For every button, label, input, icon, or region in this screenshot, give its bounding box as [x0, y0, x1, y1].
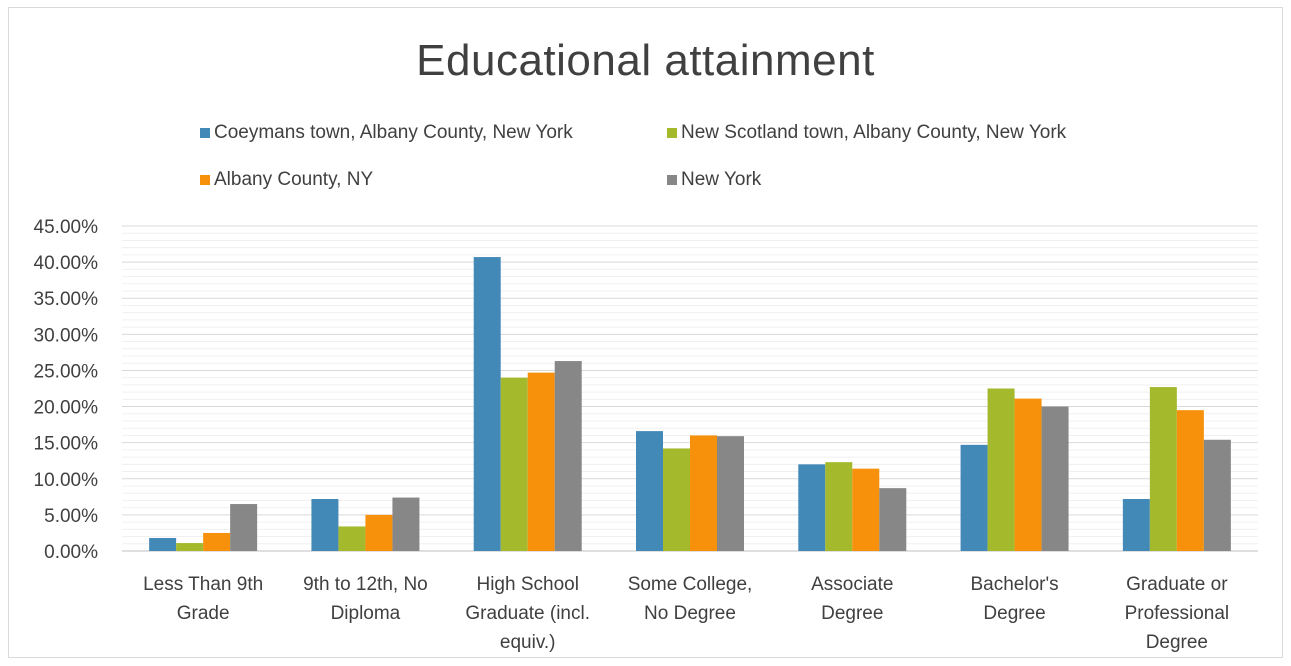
y-tick-label: 30.00%: [34, 325, 99, 346]
bar-4-3: [879, 488, 907, 551]
bar-6-2: [1176, 410, 1204, 551]
x-tick-label: Grade: [177, 603, 230, 624]
legend-label-albany-county: Albany County, NY: [214, 169, 374, 190]
legend-swatch-albany-county: [200, 175, 210, 185]
y-tick-label: 35.00%: [34, 289, 99, 310]
bar-0-3: [230, 504, 258, 551]
y-tick-label: 0.00%: [44, 542, 98, 563]
bar-5-1: [987, 388, 1015, 551]
bar-2-1: [500, 377, 528, 551]
bar-0-0: [149, 538, 177, 551]
legend-item-new-scotland: New Scotland town, Albany County, New Yo…: [667, 122, 1066, 144]
legend-item-albany-county: Albany County, NY: [200, 169, 373, 191]
bar-4-2: [852, 468, 880, 551]
y-tick-label: 15.00%: [34, 434, 99, 455]
y-tick-label: 45.00%: [34, 217, 99, 238]
x-tick-label: Degree: [821, 603, 883, 624]
x-tick-label: No Degree: [644, 603, 736, 624]
bar-6-0: [1122, 499, 1150, 551]
bar-2-3: [554, 361, 582, 551]
x-tick-label: Graduate or: [1126, 574, 1228, 595]
x-tick-label: Bachelor's: [971, 574, 1059, 595]
bar-5-3: [1041, 406, 1069, 551]
bar-1-2: [365, 514, 393, 551]
bar-1-1: [338, 526, 366, 551]
bar-5-2: [1014, 398, 1042, 551]
bar-2-0: [473, 257, 501, 551]
bar-4-0: [798, 464, 826, 551]
x-tick-label: equiv.): [500, 632, 556, 653]
bar-6-1: [1149, 387, 1177, 551]
chart-title: Educational attainment: [416, 36, 875, 85]
x-tick-label: Diploma: [331, 603, 401, 624]
bar-3-1: [663, 448, 690, 551]
bar-0-2: [203, 532, 231, 551]
x-tick-label: 9th to 12th, No: [303, 574, 428, 595]
y-tick-label: 10.00%: [34, 470, 99, 491]
bar-3-2: [690, 435, 717, 551]
y-tick-label: 5.00%: [44, 506, 98, 527]
x-tick-label: Less Than 9th: [143, 574, 263, 595]
bar-1-3: [392, 497, 420, 551]
legend-item-new-york: New York: [667, 169, 761, 191]
bar-2-2: [527, 372, 555, 551]
y-tick-label: 20.00%: [34, 398, 99, 419]
legend-label-new-york: New York: [681, 169, 762, 190]
bar-5-0: [960, 444, 988, 551]
legend-swatch-new-scotland: [667, 128, 677, 138]
x-tick-label: Associate: [811, 574, 893, 595]
bar-0-1: [176, 543, 204, 551]
x-tick-label: Some College,: [628, 574, 753, 595]
x-tick-label: High School: [476, 574, 578, 595]
y-tick-label: 40.00%: [34, 253, 99, 274]
legend-swatch-new-york: [667, 175, 677, 185]
bar-3-0: [636, 431, 663, 551]
y-tick-label: 25.00%: [34, 361, 99, 382]
bar-6-3: [1203, 439, 1231, 551]
bar-1-0: [311, 499, 339, 551]
legend-label-new-scotland: New Scotland town, Albany County, New Yo…: [681, 122, 1067, 143]
legend-swatch-coeymans: [200, 128, 210, 138]
x-tick-label: Degree: [1146, 632, 1208, 653]
legend-label-coeymans: Coeymans town, Albany County, New York: [214, 122, 573, 143]
x-tick-label: Professional: [1125, 603, 1230, 624]
legend-item-coeymans: Coeymans town, Albany County, New York: [200, 122, 573, 144]
x-tick-label: Graduate (incl.: [465, 603, 590, 624]
x-tick-label: Degree: [983, 603, 1045, 624]
bar-3-3: [717, 436, 744, 551]
bar-4-1: [825, 462, 853, 551]
